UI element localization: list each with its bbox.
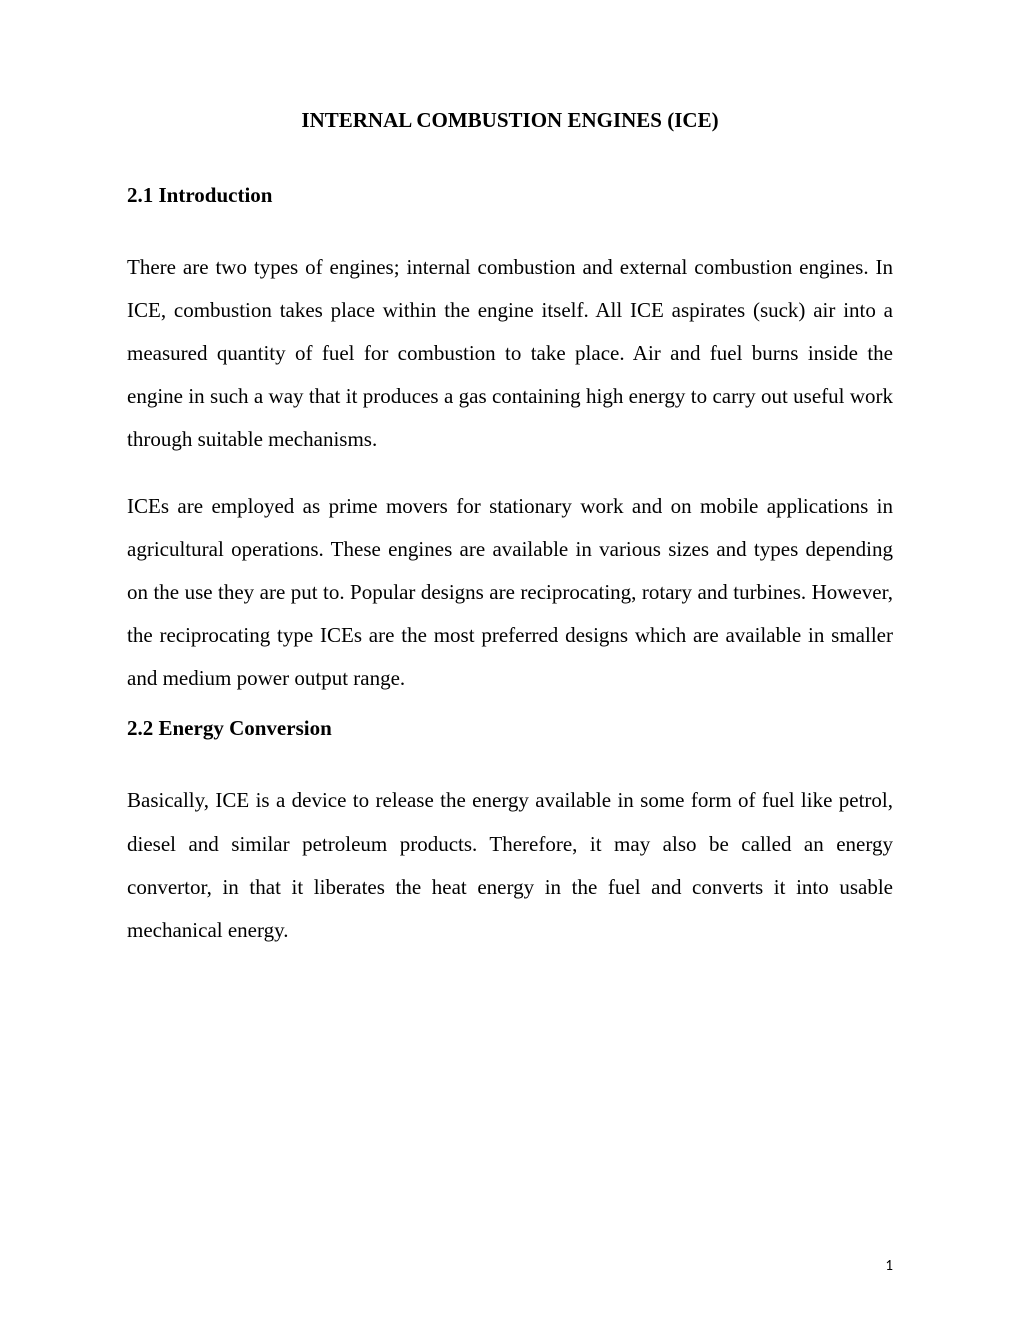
page-number: 1 <box>885 1257 893 1275</box>
paragraph-text: Basically, ICE is a device to release th… <box>127 779 893 951</box>
paragraph-text: ICEs are employed as prime movers for st… <box>127 485 893 700</box>
document-page: INTERNAL COMBUSTION ENGINES (ICE) 2.1 In… <box>0 0 1020 1320</box>
section-heading-energy-conversion: 2.2 Energy Conversion <box>127 716 893 741</box>
section-heading-introduction: 2.1 Introduction <box>127 183 893 208</box>
paragraph-text: There are two types of engines; internal… <box>127 246 893 461</box>
document-title: INTERNAL COMBUSTION ENGINES (ICE) <box>127 108 893 133</box>
